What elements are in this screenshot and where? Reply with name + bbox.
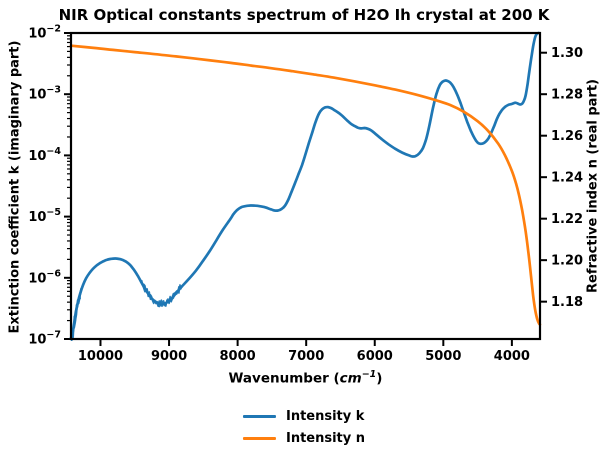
x-tick-label: 9000	[151, 349, 187, 364]
y-axis-label-left: Extinction coefficient k (imaginary part…	[7, 40, 23, 334]
y-right-tick-label: 1.30	[551, 46, 583, 61]
legend: Intensity k Intensity n	[242, 409, 366, 446]
y-right-tick-label: 1.24	[551, 171, 583, 186]
x-axis-label-suffix: )	[376, 370, 383, 387]
y-right-tick-label: 1.26	[551, 129, 583, 144]
y-left-tick-label: 10−5	[28, 207, 61, 225]
y-axis-label-right: Refractive index n (real part)	[585, 79, 601, 293]
y-right-tick-label: 1.18	[551, 295, 583, 310]
y-left-tick-label: 10−7	[28, 330, 61, 348]
intensity-n-curve	[69, 44, 542, 326]
x-axis-label-unit: cm	[339, 370, 362, 387]
y-left-tick-label: 10−2	[28, 24, 61, 42]
chart-title: NIR Optical constants spectrum of H2O Ih…	[58, 6, 550, 24]
legend-line-n	[242, 436, 276, 441]
legend-item-n: Intensity n	[242, 431, 366, 446]
y-left-tick-label: 10−6	[28, 268, 61, 286]
intensity-k-curve	[69, 31, 540, 340]
intensity-k-noise	[140, 282, 182, 308]
plot-border	[69, 31, 542, 341]
y-left-tick-label: 10−4	[28, 146, 61, 164]
legend-label-k: Intensity k	[285, 409, 365, 424]
y-right-tick-label: 1.20	[551, 254, 583, 269]
intensity-k-noise	[70, 297, 82, 341]
legend-label-n: Intensity n	[285, 431, 366, 446]
x-tick-label: 10000	[78, 349, 123, 364]
x-tick-label: 8000	[220, 349, 256, 364]
y-left-tick-label: 10−3	[28, 85, 61, 103]
x-tick-label: 6000	[357, 349, 393, 364]
legend-item-k: Intensity k	[242, 409, 365, 424]
x-tick-label: 5000	[425, 349, 461, 364]
x-axis-label-prefix: Wavenumber (	[228, 370, 340, 387]
x-tick-label: 7000	[288, 349, 324, 364]
x-tick-label: 4000	[494, 349, 530, 364]
y-right-tick-label: 1.28	[551, 88, 583, 103]
y-right-tick-label: 1.22	[551, 212, 583, 227]
legend-line-k	[242, 414, 276, 419]
x-axis-label-exponent: −1	[361, 369, 377, 380]
x-axis-label: Wavenumber (cm−1)	[71, 369, 540, 387]
